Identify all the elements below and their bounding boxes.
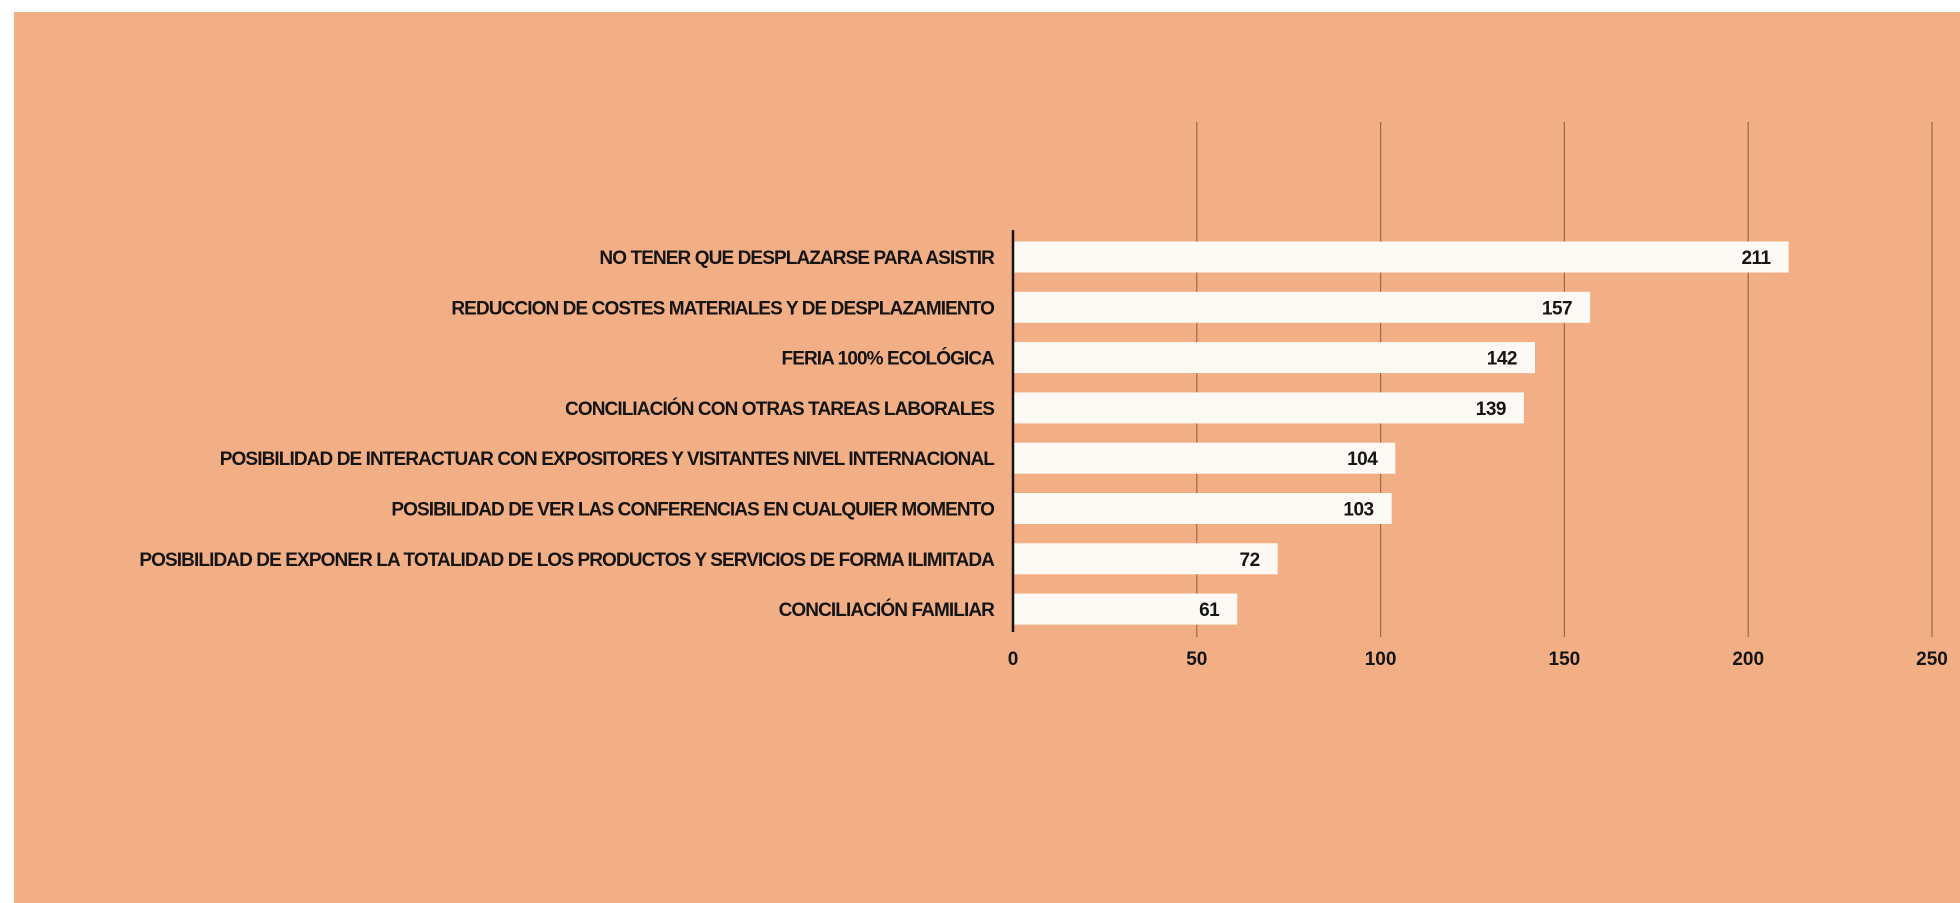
x-tick-label: 150	[1549, 649, 1581, 670]
category-label: POSIBILIDAD DE INTERACTUAR CON EXPOSITOR…	[220, 449, 996, 470]
bar	[1013, 493, 1392, 524]
x-tick-label: 200	[1732, 649, 1764, 670]
value-label: 139	[1476, 399, 1506, 420]
category-label: NO TENER QUE DESPLAZARSE PARA ASISTIR	[599, 248, 995, 269]
bar	[1013, 241, 1789, 273]
category-label: FERIA 100% ECOLÓGICA	[781, 348, 995, 370]
bar	[1013, 291, 1591, 323]
value-label: 61	[1199, 600, 1220, 621]
category-label: POSIBILIDAD DE VER LAS CONFERENCIAS EN C…	[391, 500, 994, 521]
bars	[1013, 241, 1789, 625]
value-label: 72	[1240, 550, 1260, 571]
value-label: 157	[1542, 298, 1572, 319]
x-tick-label: 100	[1365, 649, 1397, 670]
bar	[1013, 392, 1524, 424]
x-tick-label: 50	[1186, 649, 1207, 670]
gridlines	[1196, 122, 1933, 637]
category-label: CONCILIACIÓN CON OTRAS TAREAS LABORALES	[565, 398, 994, 420]
bar	[1013, 593, 1238, 625]
value-label: 142	[1487, 349, 1517, 370]
labels: 0 50 100 150 200 250 NO TENER QUE DESPLAZARSE …	[139, 248, 1947, 670]
value-label: 104	[1347, 449, 1378, 470]
bar	[1013, 543, 1278, 575]
bar-chart: 0 50 100 150 200 250 NO TENER QUE DESPLAZARSE …	[139, 122, 1948, 670]
value-label: 211	[1741, 248, 1771, 269]
chart-panel: 0 50 100 150 200 250 NO TENER QUE DESPLAZARSE …	[14, 12, 1960, 903]
bar	[1013, 442, 1396, 474]
category-label: REDUCCION DE COSTES MATERIALES Y DE DESP…	[451, 298, 994, 319]
value-label: 103	[1343, 500, 1373, 521]
bar	[1013, 342, 1535, 374]
x-tick-label: 250	[1916, 649, 1948, 670]
category-label: POSIBILIDAD DE EXPONER LA TOTALIDAD DE L…	[139, 550, 995, 571]
x-tick-label: 0	[1008, 649, 1019, 670]
category-label: CONCILIACIÓN FAMILIAR	[779, 599, 996, 621]
